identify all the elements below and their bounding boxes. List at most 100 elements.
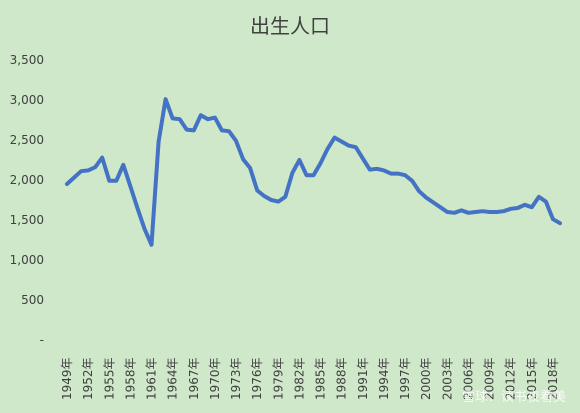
data-point (235, 140, 237, 142)
data-point (136, 207, 139, 209)
data-point (298, 159, 301, 161)
data-point (446, 211, 449, 213)
x-tick-label: 1991年 (356, 357, 370, 400)
data-point (432, 201, 435, 204)
data-point (418, 190, 420, 192)
x-tick-label: 1982年 (292, 357, 306, 400)
data-point (143, 228, 146, 230)
data-point (129, 185, 132, 188)
data-point (249, 167, 251, 169)
x-tick-label: 1985年 (314, 357, 328, 400)
x-axis: 1949年 1952年 1955年 1958年 1961年 1964年 1967年 1970年… (60, 357, 560, 400)
x-tick-label: 1961年 (145, 357, 159, 400)
y-tick-label: 2,500 (10, 133, 44, 147)
data-point (80, 170, 82, 172)
y-tick-label: 2,000 (10, 173, 44, 187)
data-point (425, 196, 428, 199)
data-point (221, 129, 223, 132)
data-point (263, 195, 266, 197)
data-point (305, 174, 308, 176)
plot-area (65, 97, 562, 247)
y-axis: - 500 1,000 1,500 2,000 2,500 3,000 3,500 (10, 53, 44, 347)
x-tick-label: 2012年 (504, 357, 518, 400)
x-tick-label: 1964年 (166, 357, 180, 400)
data-point (319, 162, 322, 164)
data-point (164, 98, 167, 100)
data-point (157, 140, 160, 143)
y-tick-label: 3,000 (10, 93, 44, 107)
data-point (291, 172, 294, 174)
data-point (284, 196, 287, 198)
data-point (66, 183, 68, 185)
x-tick-label: 1973年 (229, 357, 243, 400)
data-point (559, 222, 561, 224)
data-point (94, 166, 96, 168)
data-point (369, 168, 371, 171)
x-tick-label: 1976年 (250, 357, 264, 400)
y-tick-label: 500 (21, 293, 44, 307)
data-point (326, 148, 329, 150)
data-point (453, 212, 456, 214)
y-tick-label: 1,500 (10, 213, 44, 227)
chart-title: 出生人口 (250, 14, 330, 38)
x-tick-label: 1967年 (187, 357, 201, 400)
data-point (312, 174, 315, 176)
data-point (122, 164, 125, 166)
data-point (404, 174, 406, 176)
data-point (524, 204, 526, 206)
data-point (460, 209, 463, 212)
data-point (390, 172, 392, 175)
x-tick-label: 1958年 (123, 357, 137, 400)
data-point (101, 156, 103, 159)
data-point (495, 211, 498, 213)
x-tick-label: 2015年 (525, 357, 539, 400)
data-point (552, 218, 554, 220)
data-point (538, 196, 540, 198)
watermark-text: 雪球：读书夜看美 (462, 389, 566, 405)
data-point (488, 211, 491, 213)
data-point (214, 116, 216, 119)
x-tick-label: 1952年 (81, 357, 95, 400)
x-tick-label: 2003年 (440, 357, 454, 400)
data-point (383, 169, 385, 172)
data-point (439, 206, 442, 208)
x-tick-label: 1949年 (60, 357, 74, 400)
data-point (270, 199, 273, 201)
data-point (545, 200, 547, 203)
x-tick-label: 2000年 (419, 357, 433, 400)
data-point (228, 130, 230, 132)
data-point (531, 206, 533, 208)
data-point (150, 244, 153, 246)
y-tick-label: 3,500 (10, 53, 44, 67)
data-point (256, 189, 259, 192)
data-point (207, 118, 209, 120)
data-point (376, 168, 378, 170)
data-point (355, 146, 357, 148)
x-tick-label: 1994年 (377, 357, 391, 400)
x-tick-label: 1997年 (398, 357, 412, 400)
y-tick-label: - (40, 333, 44, 347)
data-point (516, 207, 519, 209)
data-point (185, 128, 188, 131)
data-point (347, 144, 350, 147)
data-point (481, 210, 484, 212)
data-point (467, 212, 470, 214)
data-point (193, 129, 195, 132)
x-tick-label: 1955年 (102, 357, 116, 400)
data-point (333, 136, 336, 139)
data-point (200, 114, 202, 116)
data-point (397, 172, 399, 175)
data-point (178, 118, 181, 120)
data-point (87, 169, 89, 172)
x-tick-label: 1970年 (208, 357, 222, 400)
data-point (108, 180, 111, 182)
data-point (73, 176, 75, 179)
data-point (242, 158, 244, 160)
y-tick-label: 1,000 (10, 253, 44, 267)
x-tick-label: 2006年 (461, 357, 475, 400)
data-point (474, 211, 477, 213)
x-tick-label: 2009年 (483, 357, 497, 400)
data-point (362, 157, 364, 160)
